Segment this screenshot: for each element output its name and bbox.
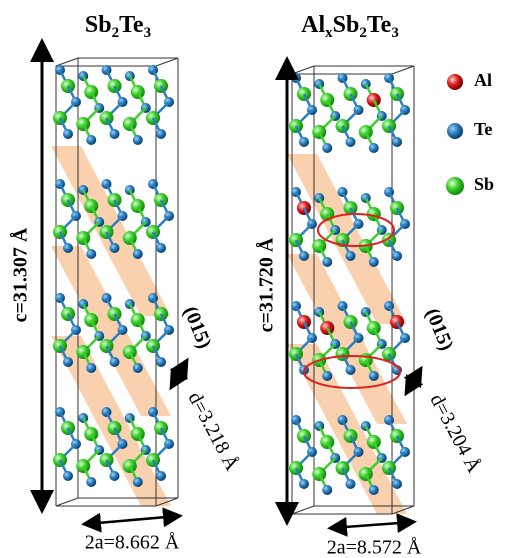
legend-label: Te [474,119,492,139]
atom [110,129,120,139]
atom [133,477,143,487]
c-label: c=31.307 Å [9,227,32,322]
atom [322,143,332,153]
a-arrow [86,516,178,524]
d-label: d=3.218 Å [183,388,243,475]
atom [156,243,166,253]
atom [86,363,96,373]
atom [392,479,402,489]
a-label: 2a=8.572 Å [327,537,422,558]
atom [156,129,166,139]
atom [133,363,143,373]
c-label: c=31.720 Å [255,237,278,332]
atom [110,243,120,253]
atom [392,137,402,147]
legend-swatch [447,123,463,139]
cell-edge [392,66,414,74]
atom [299,251,309,261]
d-label: d=3.204 Å [425,390,485,477]
d-arrow [172,362,186,386]
atom [86,249,96,259]
atom [133,135,143,145]
a-arrow [332,522,412,528]
atom [133,249,143,259]
cell-edge [292,506,314,514]
cell-edge [156,58,178,66]
plane-label: (015) [179,303,216,351]
atom [299,137,309,147]
cell-edge [292,66,314,74]
atom [110,471,120,481]
atom [322,371,332,381]
left-title: Sb2Te3 [85,12,151,42]
plane-label: (015) [421,305,458,353]
a-label: 2a=8.662 Å [85,532,180,554]
legend-label: Sb [474,174,494,194]
atom [63,357,73,367]
atom [392,251,402,261]
lattice-plane [51,246,171,416]
atom [369,485,379,495]
cell-edge [56,498,78,506]
legend-swatch [447,74,463,90]
atom [369,257,379,267]
atom [322,485,332,495]
atom [63,471,73,481]
legend-label: Al [474,70,492,90]
atom [86,477,96,487]
figure: Sb2Te3 AlxSb2Te3 c=31.307 Å c=31.720 Å 2… [0,0,512,558]
atom [63,129,73,139]
atom [369,143,379,153]
cell-edge [56,58,78,66]
right-title: AlxSb2Te3 [301,12,399,42]
atom [156,357,166,367]
atom [322,257,332,267]
atom [63,243,73,253]
atom [299,479,309,489]
atom [110,357,120,367]
atom [346,137,356,147]
atom [346,365,356,375]
lattice-plane [287,254,407,424]
atom [86,135,96,145]
legend-swatch [446,177,464,195]
atom [346,479,356,489]
atom [369,371,379,381]
atom [156,471,166,481]
atom [346,251,356,261]
